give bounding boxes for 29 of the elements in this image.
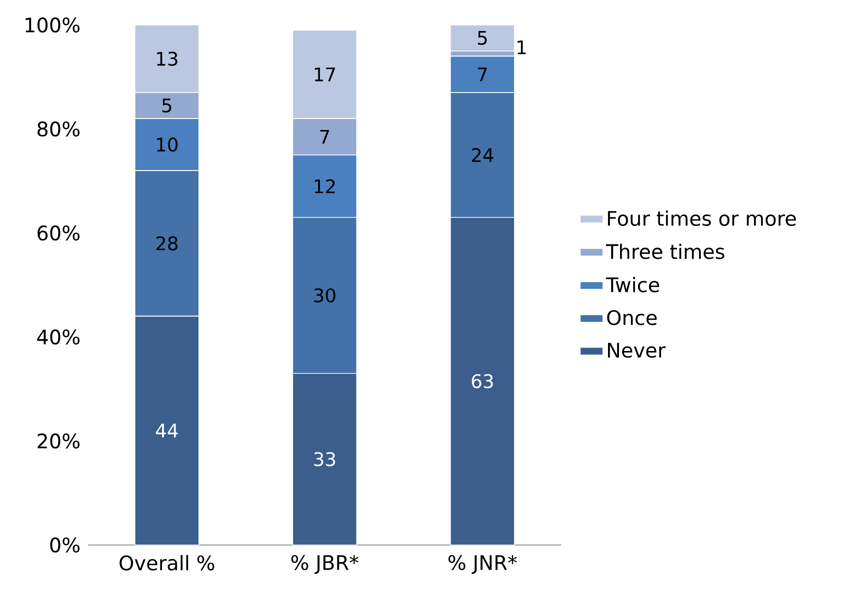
legend-label: Never [608,342,666,358]
data-label: 17 [314,68,335,82]
y-tick-label: 0% [50,537,80,553]
legend-label: Twice [606,276,660,292]
data-label: 1 [518,40,526,54]
y-tick-label: 60% [38,225,80,241]
y-tick-label: 40% [37,329,80,345]
data-label: 30 [314,288,336,302]
data-label: 24 [472,148,494,162]
legend-label: Once [607,310,657,326]
x-tick-label: % JNR* [448,555,517,574]
y-tick-label: 80% [38,121,80,137]
legend-label: Four times or more [608,210,796,226]
x-tick-label: Overall % [120,555,214,571]
data-label: 5 [478,31,487,45]
data-label: 10 [157,138,178,152]
data-label: 63 [472,374,493,388]
data-label: 33 [314,452,336,466]
data-label: 44 [156,424,178,438]
data-label: 7 [478,68,487,82]
data-label: 28 [156,236,178,250]
legend-label: Three times [606,244,724,260]
data-label: 5 [162,98,172,113]
x-tick-label: % JBR* [291,555,358,574]
data-label: 12 [314,179,335,194]
y-tick-label: 20% [38,433,80,449]
data-label: 13 [157,52,178,66]
data-label: 7 [320,130,330,144]
y-tick-label: 100% [26,17,80,33]
